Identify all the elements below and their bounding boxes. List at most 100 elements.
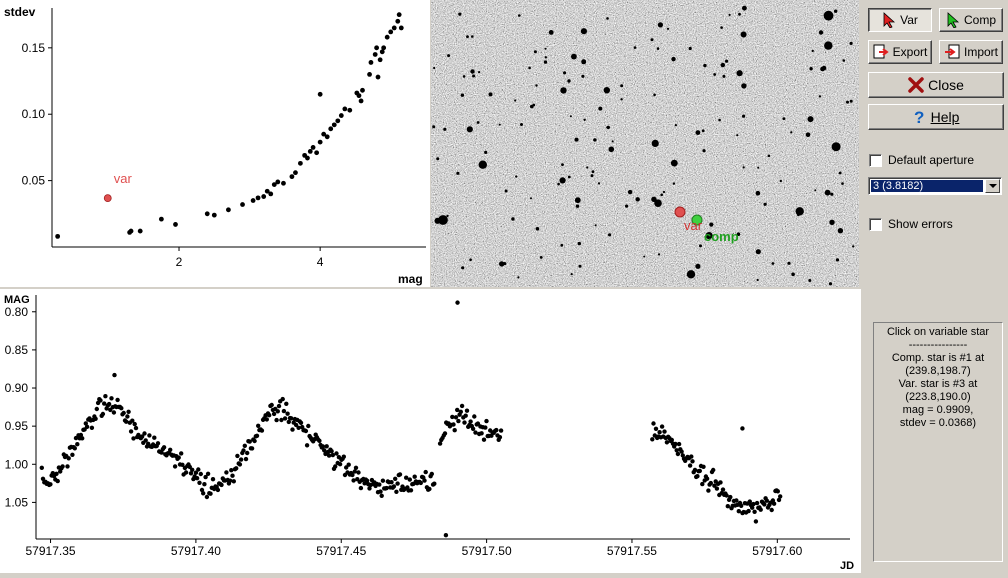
star xyxy=(736,134,739,137)
chevron-down-icon[interactable] xyxy=(985,179,1000,193)
star xyxy=(699,244,702,248)
data-point xyxy=(238,457,244,462)
star xyxy=(736,232,741,236)
help-button-label: Help xyxy=(930,109,960,125)
data-point xyxy=(725,504,730,509)
data-point xyxy=(412,474,417,479)
data-point xyxy=(352,469,357,474)
aperture-select[interactable]: 3 (3.8182) xyxy=(868,177,1002,195)
data-point xyxy=(237,462,243,467)
data-point xyxy=(388,29,394,35)
data-point xyxy=(367,71,372,77)
data-point xyxy=(94,406,100,412)
data-point xyxy=(364,478,370,483)
star xyxy=(834,9,838,13)
data-point xyxy=(697,468,702,474)
star xyxy=(728,13,731,16)
stdev-mag-svg: stdev mag 0.05 0.10 0.15 2 4 var xyxy=(4,5,426,286)
data-point xyxy=(695,474,700,479)
data-point xyxy=(250,198,256,203)
data-point xyxy=(746,508,751,514)
x-tick-label: 57917.45 xyxy=(316,544,366,558)
star xyxy=(738,12,741,16)
data-point xyxy=(673,441,678,447)
data-point xyxy=(381,45,387,51)
info-line: ---------------- xyxy=(908,339,968,351)
data-point xyxy=(380,478,386,483)
data-point xyxy=(344,465,349,470)
export-button[interactable]: Export xyxy=(868,40,932,64)
data-point xyxy=(708,480,713,486)
data-point xyxy=(281,408,287,414)
data-point xyxy=(284,401,289,406)
y-tick-label: 1.00 xyxy=(5,457,29,471)
star xyxy=(447,54,451,58)
data-point xyxy=(103,394,108,399)
data-point xyxy=(194,476,200,481)
close-button[interactable]: Close xyxy=(868,72,1004,98)
var-button[interactable]: Var xyxy=(868,8,932,32)
data-point xyxy=(718,480,723,485)
data-point xyxy=(470,426,476,431)
data-point xyxy=(714,486,720,491)
data-point xyxy=(750,505,755,510)
show-errors-checkbox[interactable]: Show errors xyxy=(869,217,953,231)
data-point xyxy=(322,448,327,453)
help-button[interactable]: ? Help xyxy=(868,104,1004,130)
outlier-point xyxy=(740,426,745,431)
star xyxy=(829,219,835,225)
data-point xyxy=(83,421,89,426)
star xyxy=(670,159,678,167)
data-point xyxy=(293,170,298,176)
light-curve-chart[interactable]: MAG JD 0.80 0.85 0.90 0.95 1.00 1.05 57917.35 579… xyxy=(0,289,861,573)
star xyxy=(575,204,580,208)
data-point xyxy=(48,482,53,487)
star xyxy=(517,276,520,279)
info-box: Click on variable star ---------------- … xyxy=(873,322,1003,562)
data-point xyxy=(274,417,279,423)
data-point xyxy=(264,417,269,422)
data-point xyxy=(275,179,281,185)
data-point xyxy=(240,202,245,207)
star xyxy=(842,59,846,62)
svg-text:?: ? xyxy=(914,108,924,126)
default-aperture-checkbox[interactable]: Default aperture xyxy=(869,153,974,167)
data-point xyxy=(290,427,295,432)
data-point xyxy=(393,476,398,481)
data-point xyxy=(242,443,247,448)
star xyxy=(606,17,609,20)
comp-button[interactable]: Comp xyxy=(939,8,1003,32)
star xyxy=(472,74,476,78)
star xyxy=(438,215,448,225)
star xyxy=(460,93,465,97)
star xyxy=(528,66,531,70)
star xyxy=(671,56,676,62)
data-point xyxy=(342,106,348,112)
data-point xyxy=(128,429,134,434)
data-point xyxy=(372,52,378,57)
data-point xyxy=(391,484,397,489)
import-button[interactable]: Import xyxy=(939,40,1003,64)
star xyxy=(823,10,834,21)
star xyxy=(795,207,804,216)
data-point xyxy=(404,475,409,480)
data-point xyxy=(437,441,443,446)
star xyxy=(462,75,466,78)
star xyxy=(544,56,547,59)
star xyxy=(740,31,747,38)
data-point xyxy=(374,45,380,51)
outlier-point xyxy=(112,372,117,378)
y-tick-label: 0.10 xyxy=(22,107,46,121)
stdev-mag-chart[interactable]: stdev mag 0.05 0.10 0.15 2 4 var xyxy=(0,0,430,287)
data-point xyxy=(269,402,274,408)
data-point xyxy=(297,160,303,166)
data-point xyxy=(753,519,759,524)
data-point xyxy=(126,409,131,414)
data-point xyxy=(462,420,467,425)
star xyxy=(539,256,543,259)
data-point xyxy=(360,87,365,93)
star xyxy=(627,189,633,195)
star xyxy=(532,103,536,107)
var-point-label: var xyxy=(114,171,133,186)
star-field-image[interactable]: var comp xyxy=(431,0,859,287)
